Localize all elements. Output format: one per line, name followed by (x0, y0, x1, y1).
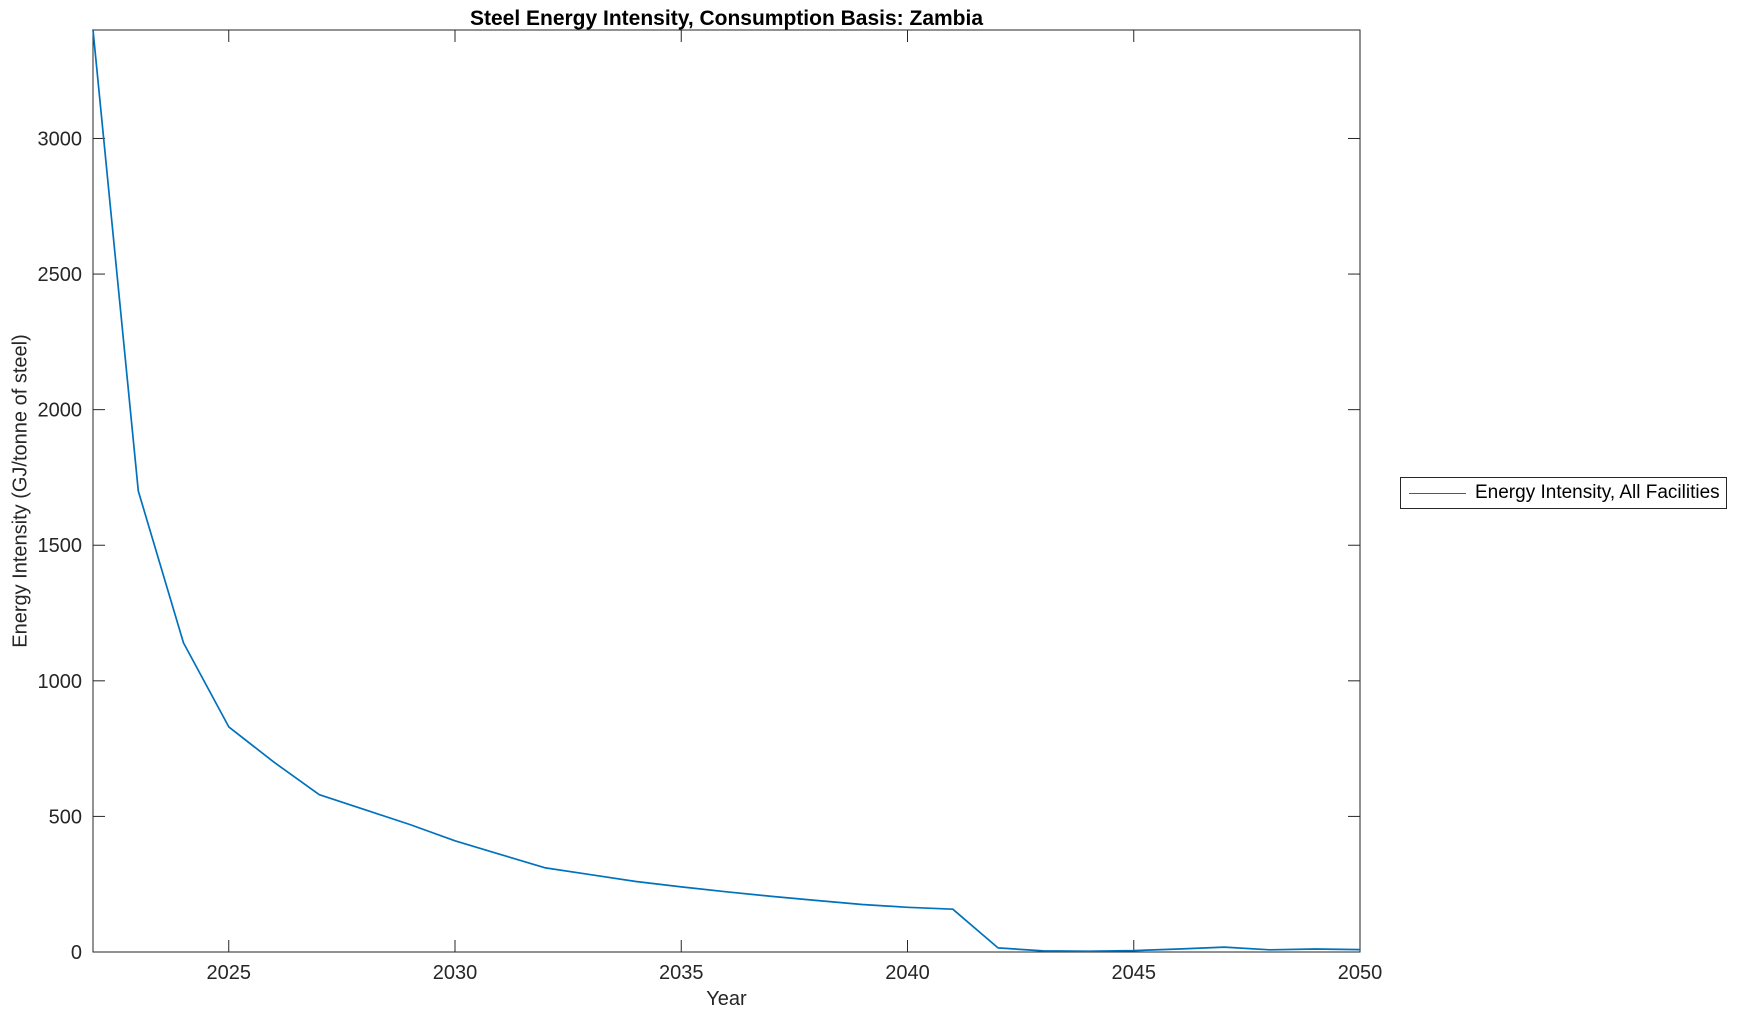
legend-line-sample-icon (1409, 492, 1466, 494)
y-tick-label: 500 (49, 806, 82, 828)
x-tick-label: 2040 (885, 962, 930, 984)
y-tick-label: 0 (71, 942, 82, 964)
x-tick-label: 2035 (659, 962, 704, 984)
data-line (92, 29, 1361, 953)
y-axis-label: Energy Intensity (GJ/tonne of steel) (9, 334, 32, 648)
y-tick-label: 1500 (38, 535, 83, 557)
x-axis-label: Year (706, 988, 747, 1010)
y-tick-label: 1000 (38, 671, 83, 693)
x-tick-label: 2045 (1112, 962, 1157, 984)
x-tick-label: 2025 (207, 962, 252, 984)
x-tick-label: 2030 (433, 962, 478, 984)
y-tick-label: 3000 (38, 128, 83, 150)
y-tick-label: 2000 (38, 400, 83, 422)
x-tick-label: 2050 (1338, 962, 1383, 984)
chart-title: Steel Energy Intensity, Consumption Basi… (469, 7, 984, 30)
legend-label: Energy Intensity, All Facilities (1475, 482, 1720, 503)
legend: Energy Intensity, All Facilities (1400, 477, 1727, 509)
y-tick-label: 2500 (38, 264, 83, 286)
axes-box (92, 29, 1361, 953)
